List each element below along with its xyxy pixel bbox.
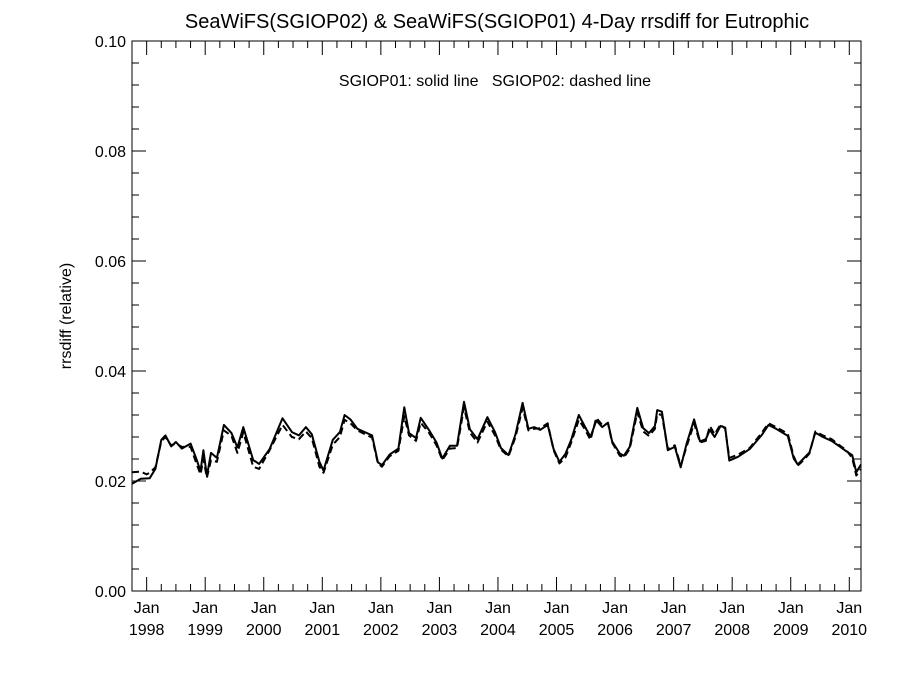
x-tick-label-month: Jan (134, 600, 160, 617)
y-tick-label: 0.02 (95, 474, 126, 491)
series-group (131, 400, 862, 485)
x-tick-label-year: 2003 (422, 622, 458, 639)
y-tick-label: 0.10 (95, 34, 126, 51)
x-tick-label-year: 1999 (187, 622, 223, 639)
x-tick-label-month: Jan (427, 600, 453, 617)
series-line-solid (131, 400, 862, 485)
x-tick-label-month: Jan (778, 600, 804, 617)
x-tick-label-year: 2001 (305, 622, 341, 639)
x-tick-label-year: 2005 (539, 622, 575, 639)
x-tick-label-year: 2007 (656, 622, 692, 639)
y-tick-label: 0.08 (95, 144, 126, 161)
x-tick-label-year: 2008 (714, 622, 750, 639)
plot-frame (131, 40, 862, 592)
x-tick-label-year: 2002 (363, 622, 399, 639)
x-tick-label-year: 2004 (480, 622, 516, 639)
series-line-dashed (131, 406, 862, 479)
y-axis: 0.00 0.02 0.04 0.06 0.08 0.10 (95, 34, 861, 601)
y-tick-label: 0.06 (95, 254, 126, 271)
chart-title: SeaWiFS(SGIOP02) & SeaWiFS(SGIOP01) 4-Da… (185, 11, 809, 33)
x-tick-label-year: 2006 (597, 622, 633, 639)
x-tick-label-month: Jan (719, 600, 745, 617)
x-axis: Jan 1998 Jan 1999 Jan 2000 Jan 2001 Jan 2002 Jan 20… (129, 41, 867, 639)
x-tick-label-year: 2010 (831, 622, 867, 639)
x-tick-label-year: 2000 (246, 622, 282, 639)
y-tick-label: 0.00 (95, 584, 126, 601)
x-tick-label-year: 2009 (773, 622, 809, 639)
y-axis-label: rrsdiff (relative) (58, 263, 75, 369)
x-tick-label-month: Jan (368, 600, 394, 617)
x-tick-label-month: Jan (251, 600, 277, 617)
legend-annotation: SGIOP01: solid line SGIOP02: dashed line (339, 73, 651, 90)
x-tick-label-month: Jan (836, 600, 862, 617)
x-tick-label-month: Jan (192, 600, 218, 617)
x-tick-label-month: Jan (544, 600, 570, 617)
x-tick-label-year: 1998 (129, 622, 165, 639)
x-tick-label-month: Jan (309, 600, 335, 617)
y-tick-label: 0.04 (95, 364, 126, 381)
x-tick-label-month: Jan (485, 600, 511, 617)
x-tick-label-month: Jan (661, 600, 687, 617)
x-tick-label-month: Jan (602, 600, 628, 617)
